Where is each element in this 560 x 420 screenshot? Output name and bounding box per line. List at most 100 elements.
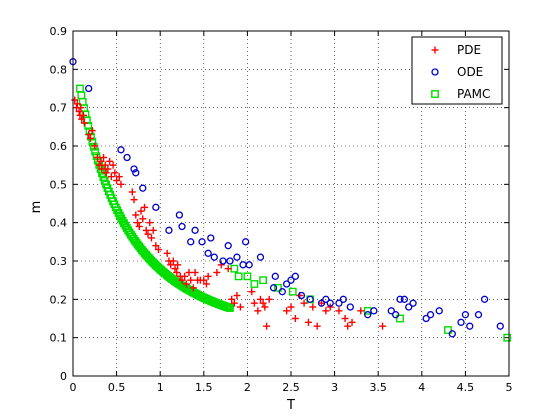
data-point-pde	[263, 322, 271, 330]
legend-label-pde: PDE	[457, 43, 481, 57]
data-point-pde	[152, 242, 160, 250]
data-point-pamc	[89, 142, 98, 151]
data-point-pde	[379, 322, 387, 330]
legend-box	[411, 36, 503, 105]
y-tick-label: 0.7	[50, 102, 68, 115]
data-point-ode	[426, 311, 435, 319]
y-tick-label: 0	[60, 370, 67, 383]
data-point-pde	[248, 288, 256, 296]
data-point-pde	[93, 154, 101, 161]
data-point-pde	[154, 246, 162, 253]
data-point-ode	[178, 222, 186, 231]
data-point-pde	[80, 119, 88, 127]
data-point-ode	[346, 303, 354, 311]
legend-label-ode: ODE	[457, 65, 483, 79]
data-point-ode	[409, 299, 417, 307]
series-layer	[69, 58, 512, 342]
data-point-pde	[202, 280, 210, 288]
data-point-ode	[335, 299, 343, 307]
data-point-pde	[181, 272, 189, 280]
data-point-ode	[207, 234, 215, 242]
data-point-ode	[396, 295, 404, 303]
data-point-pde	[85, 131, 93, 138]
data-point-ode	[339, 295, 347, 303]
data-point-pde	[142, 226, 150, 234]
data-point-pde	[200, 276, 208, 284]
data-point-pde	[171, 265, 179, 273]
data-point-ode	[165, 226, 173, 234]
data-point-ode	[461, 311, 470, 319]
data-point-ode	[448, 330, 456, 338]
data-point-ode	[210, 253, 218, 261]
data-point-pde	[250, 299, 258, 307]
data-point-pde	[134, 219, 142, 227]
data-point-ode	[233, 253, 241, 261]
data-point-pde	[117, 180, 125, 188]
data-point-ode	[405, 303, 413, 311]
data-point-pde	[144, 230, 152, 238]
data-point-pamc	[444, 326, 452, 334]
data-point-ode	[317, 299, 326, 307]
data-point-pde	[189, 284, 197, 292]
data-point-pde	[132, 211, 140, 219]
data-point-ode	[306, 295, 314, 303]
y-tick-label: 0.6	[50, 140, 68, 153]
data-point-pde	[147, 234, 155, 242]
data-point-pamc	[226, 304, 234, 312]
data-point-ode	[287, 276, 295, 284]
data-point-pde	[173, 269, 181, 276]
data-point-pamc	[288, 287, 297, 296]
data-point-ode	[278, 288, 286, 296]
legend-marker-ode	[431, 68, 439, 76]
data-point-pde	[115, 173, 123, 181]
data-point-ode	[387, 307, 395, 315]
data-point-pde	[106, 157, 114, 165]
data-point-pde	[348, 318, 356, 326]
data-point-ode	[152, 203, 160, 211]
x-tick-label: 3	[331, 381, 338, 394]
y-tick-label: 0.2	[50, 293, 68, 306]
data-point-pde	[233, 292, 241, 299]
data-point-pde	[335, 307, 343, 315]
data-point-pamc	[259, 276, 267, 285]
x-axis-label: T	[286, 398, 295, 413]
legend-marker-pamc	[431, 90, 439, 98]
data-point-pde	[291, 315, 299, 322]
y-tick-label: 0.8	[50, 63, 68, 76]
data-point-pde	[283, 307, 291, 315]
data-point-pde	[326, 303, 334, 311]
data-point-pde	[113, 177, 121, 184]
data-point-pde	[236, 303, 244, 311]
data-point-pde	[135, 223, 143, 230]
y-axis-label: m	[29, 201, 44, 214]
data-point-pde	[104, 165, 112, 173]
y-tick-label: 0.9	[50, 25, 68, 38]
plot-frame	[72, 30, 510, 377]
data-point-pde	[141, 203, 149, 211]
data-point-ode	[282, 280, 291, 288]
data-point-ode	[457, 318, 465, 326]
data-point-ode	[271, 272, 279, 280]
data-point-pde	[86, 134, 94, 142]
data-point-ode	[226, 257, 234, 265]
data-point-pde	[217, 261, 225, 269]
data-point-ode	[245, 261, 253, 269]
series-pde	[71, 96, 387, 330]
data-point-pde	[224, 265, 232, 273]
data-point-pamc	[503, 333, 512, 342]
data-point-ode	[224, 242, 232, 250]
data-point-pamc	[274, 283, 282, 292]
data-point-pamc	[243, 272, 252, 281]
data-point-ode	[175, 211, 184, 219]
data-point-pde	[185, 269, 193, 276]
data-point-pde	[213, 269, 221, 276]
data-point-ode	[322, 295, 330, 303]
data-point-ode	[422, 314, 430, 323]
data-point-pde	[97, 157, 105, 165]
data-point-pde	[254, 307, 262, 315]
data-point-ode	[326, 299, 334, 307]
data-point-pde	[101, 161, 109, 169]
data-point-pde	[265, 295, 273, 303]
x-tick-label: 0.5	[108, 381, 126, 394]
data-point-pde	[174, 261, 182, 269]
